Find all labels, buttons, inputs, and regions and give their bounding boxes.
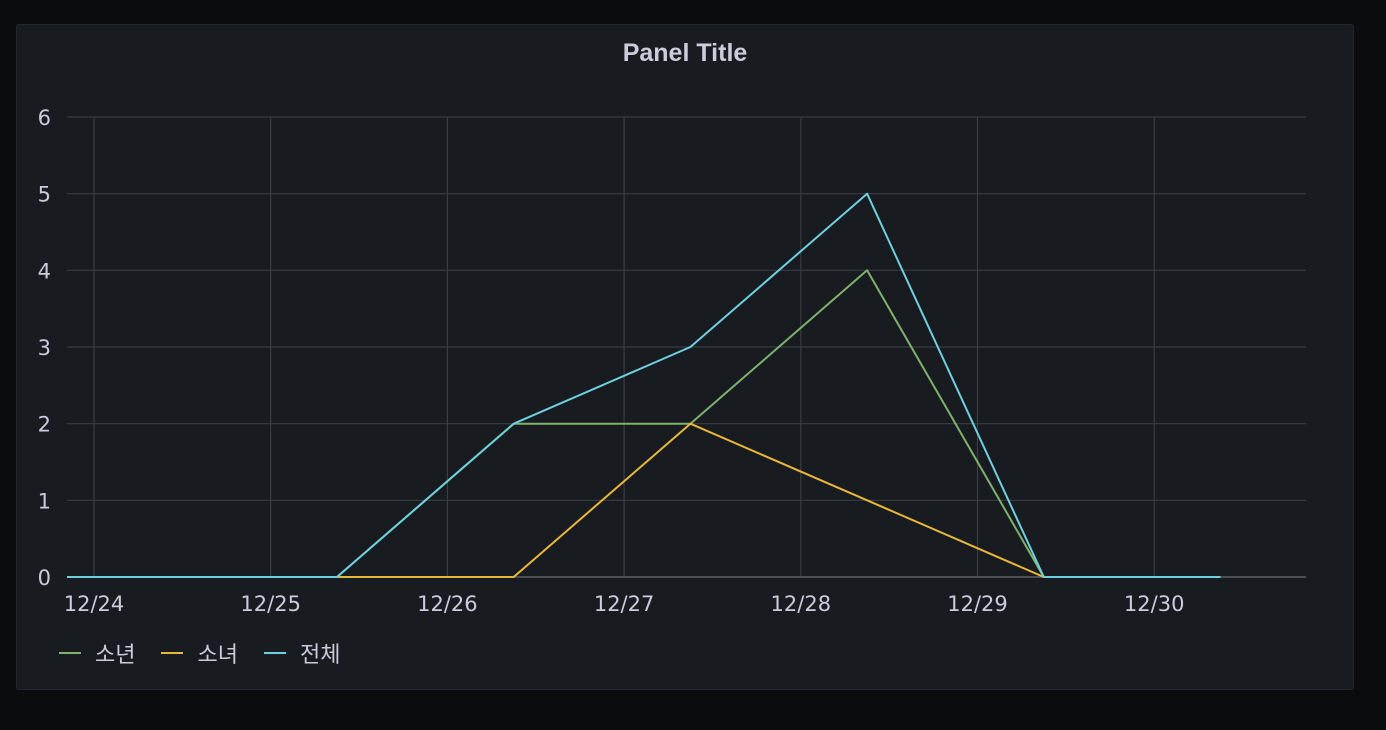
legend-item[interactable]: 전체: [263, 637, 341, 669]
legend-item[interactable]: 소녀: [161, 637, 238, 669]
y-tick-label: 5: [38, 183, 51, 207]
legend-swatch: [161, 652, 184, 654]
legend-swatch: [59, 652, 81, 654]
legend: 소년 소녀 전체: [59, 637, 340, 669]
legend-label: 소년: [95, 643, 136, 668]
legend-label: 전체: [299, 643, 341, 668]
x-tick-label: 12/24: [64, 592, 125, 616]
y-tick-label: 1: [38, 489, 51, 513]
y-tick-label: 2: [38, 413, 51, 437]
x-tick-label: 12/26: [417, 592, 478, 616]
y-tick-label: 6: [38, 106, 51, 130]
x-tick-label: 12/29: [947, 592, 1008, 616]
panel-title[interactable]: Panel Title: [622, 39, 748, 67]
series-line-전체: [67, 192, 1221, 578]
y-tick-label: 3: [38, 336, 51, 360]
x-tick-label: 12/30: [1124, 592, 1185, 616]
line-chart: 0 1 2 3 4 5 6 12/24 12/25 12/26 12/27 12/28 12/29 12/…: [38, 106, 1306, 616]
x-tick-label: 12/28: [771, 592, 832, 616]
x-tick-label: 12/27: [594, 592, 655, 616]
x-tick-label: 12/25: [240, 592, 301, 616]
y-tick-label: 0: [38, 566, 51, 590]
legend-item[interactable]: 소년: [59, 637, 135, 669]
chart-panel: Panel Title 0 1 2 3 4 5 6 12/24 12/25 12/26 12/27 1…: [16, 24, 1354, 690]
legend-label: 소녀: [197, 643, 238, 668]
y-tick-label: 4: [38, 259, 51, 283]
legend-swatch: [263, 652, 286, 654]
